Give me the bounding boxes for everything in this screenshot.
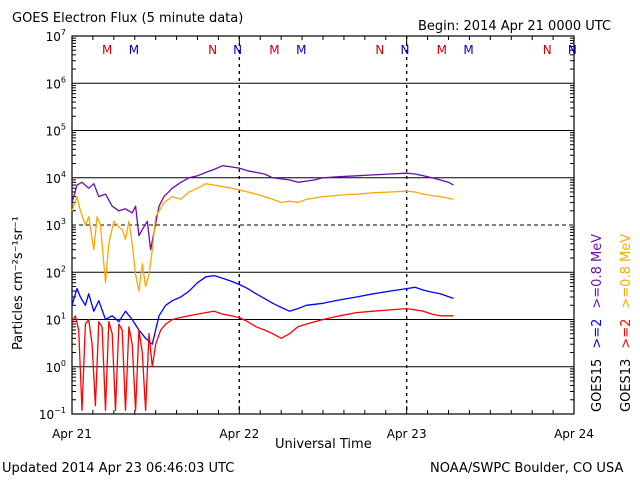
event-marker: M [437,43,447,57]
y-tick-label: 106 [46,75,66,91]
legend-column: GOES15 >=2 >=0.8 MeV [590,234,605,412]
x-tick-label: Apr 23 [387,427,427,441]
legend-entry: >=2 [590,319,605,349]
x-axis-label: Universal Time [275,437,372,452]
y-tick-labels: 107 106 105 104 103 102 101 100 10−1 [39,28,66,422]
y-tick-label: 105 [46,123,66,139]
x-tick-label: Apr 21 [52,427,92,441]
y-tick-label: 101 [46,312,66,328]
legend-entry: >=2 [619,319,634,349]
y-tick-label: 104 [46,170,66,186]
series-line [71,165,454,251]
y-tick-label: 103 [46,217,66,233]
event-marker: M [296,43,306,57]
y-tick-label: 102 [46,264,66,280]
event-marker: M [102,43,112,57]
legend-column: GOES13 >=2 >=0.8 MeV [619,234,634,412]
event-marker: N [568,43,577,57]
event-marker: N [208,43,217,57]
legend-entry: GOES13 [619,359,634,412]
credit: NOAA/SWPC Boulder, CO USA [430,461,623,476]
x-tick-labels: Apr 21 Apr 22 Apr 23 Apr 24 [52,427,594,441]
y-axis-label: Particles cm⁻²s⁻¹sr⁻¹ [11,216,26,350]
updated-time: Updated 2014 Apr 23 06:46:03 UTC [2,461,234,476]
event-marker: N [375,43,384,57]
series-line [71,307,454,411]
series-line [71,274,454,345]
y-tick-label: 107 [46,28,66,44]
x-tick-label: Apr 22 [219,427,259,441]
series-line [71,183,454,292]
data-series [71,165,454,411]
legend-entry: GOES15 [590,359,605,412]
y-tick-label: 100 [46,359,66,375]
x-tick-label: Apr 24 [554,427,594,441]
legend-entry: >=0.8 MeV [619,234,634,309]
event-marker: M [269,43,279,57]
event-marker: N [233,43,242,57]
grid-lines [71,36,575,414]
begin-time: Begin: 2014 Apr 21 0000 UTC [418,19,611,34]
legend-entry: >=0.8 MeV [590,234,605,309]
legend: GOES15 >=2 >=0.8 MeV GOES13 >=2 >=0.8 MeV [590,234,634,412]
y-tick-label: 10−1 [39,406,66,422]
event-marker: M [463,43,473,57]
event-marker: N [401,43,410,57]
event-marker: M [129,43,139,57]
chart-title: GOES Electron Flux (5 minute data) [12,11,243,26]
event-marker: N [543,43,552,57]
